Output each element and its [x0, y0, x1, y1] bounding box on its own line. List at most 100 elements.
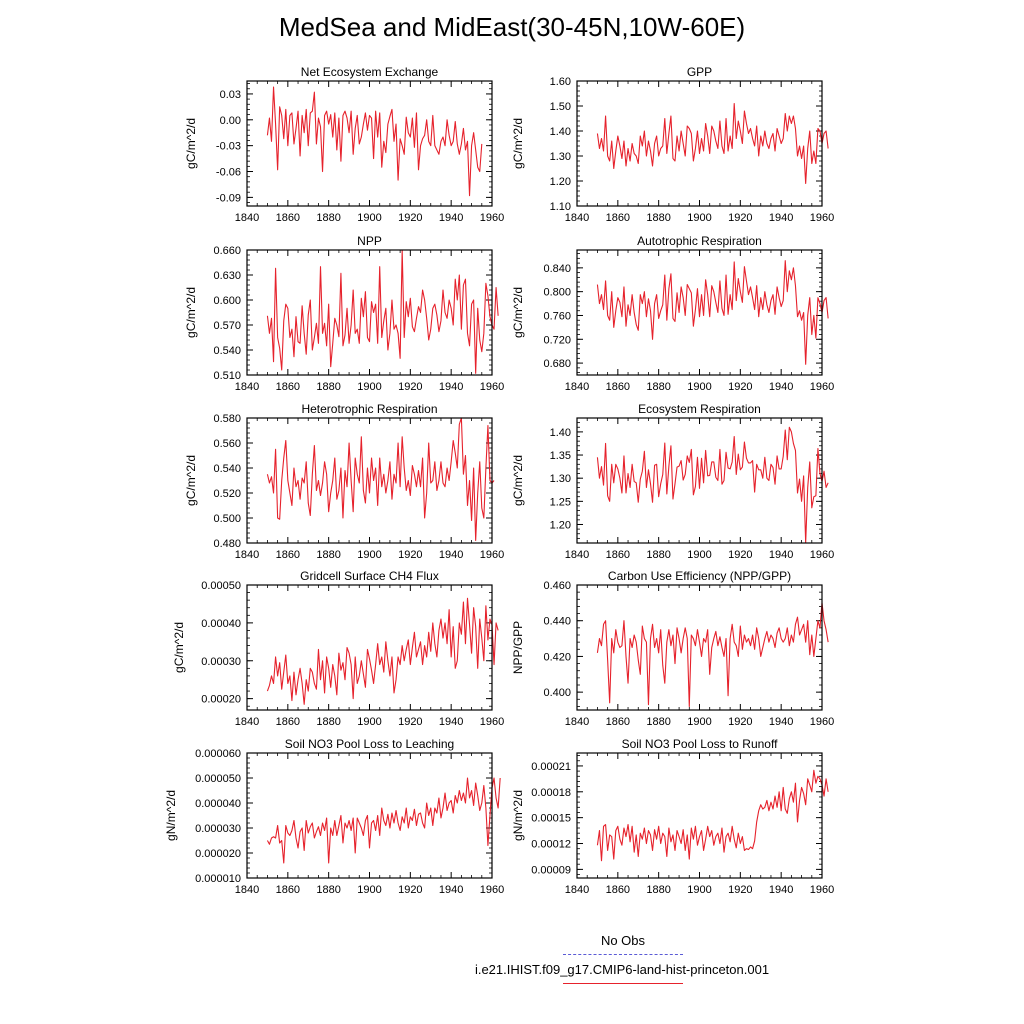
x-tick-label: 1880 — [316, 381, 340, 393]
x-tick-label: 1920 — [398, 884, 422, 896]
panel-title: Net Ecosystem Exchange — [301, 65, 439, 79]
y-tick-label: 0.00040 — [201, 618, 241, 630]
x-tick-label: 1940 — [769, 212, 793, 224]
x-tick-label: 1860 — [276, 884, 300, 896]
x-tick-label: 1860 — [276, 381, 300, 393]
x-tick-label: 1840 — [235, 212, 259, 224]
x-tick-label: 1940 — [439, 212, 463, 224]
y-tick-label: 0.570 — [213, 320, 241, 332]
chart-panel: Soil NO3 Pool Loss to Runoff gN/m^2/d 1840… — [511, 737, 834, 896]
y-axis-label: gN/m^2/d — [164, 790, 178, 841]
y-tick-label: 0.440 — [543, 616, 571, 628]
plot-frame — [576, 584, 823, 711]
x-tick-label: 1900 — [357, 212, 381, 224]
panel-title: GPP — [687, 65, 712, 79]
panel-title: Carbon Use Efficiency (NPP/GPP) — [608, 569, 791, 583]
y-tick-label: 1.20 — [550, 519, 571, 531]
x-tick-label: 1840 — [235, 716, 259, 728]
y-tick-label: 0.600 — [213, 295, 241, 307]
panel-title: Heterotrophic Respiration — [301, 402, 437, 416]
series-line — [596, 102, 829, 185]
x-tick-label: 1900 — [687, 381, 711, 393]
y-axis-label: gC/m^2/d — [184, 118, 198, 169]
y-tick-label: 0.000030 — [195, 823, 241, 835]
x-tick-label: 1860 — [606, 549, 630, 561]
y-tick-label: 0.630 — [213, 270, 241, 282]
x-tick-label: 1920 — [728, 212, 752, 224]
x-tick-label: 1900 — [357, 381, 381, 393]
y-tick-label: 0.540 — [213, 345, 241, 357]
plot-frame — [576, 80, 823, 207]
y-tick-label: 0.000020 — [195, 848, 241, 860]
x-tick-label: 1940 — [439, 716, 463, 728]
y-tick-label: 0.00020 — [201, 694, 241, 706]
y-tick-label: 1.20 — [550, 176, 571, 188]
y-tick-label: 1.60 — [550, 76, 571, 88]
panel-title: Gridcell Surface CH4 Flux — [300, 569, 439, 583]
legend-obs-label: No Obs — [600, 933, 646, 948]
y-tick-label: 1.30 — [550, 151, 571, 163]
x-tick-label: 1920 — [728, 381, 752, 393]
y-tick-label: 0.760 — [543, 310, 571, 322]
x-tick-label: 1900 — [357, 884, 381, 896]
x-tick-label: 1960 — [810, 884, 834, 896]
plot-frame — [576, 249, 823, 376]
x-tick-label: 1840 — [565, 716, 589, 728]
chart-panel: Net Ecosystem Exchange gC/m^2/d 1840 1860 18… — [184, 65, 504, 224]
x-tick-label: 1960 — [480, 381, 504, 393]
chart-panel: Gridcell Surface CH4 Flux gC/m^2/d 1840 186… — [172, 569, 504, 728]
panel-title: Soil NO3 Pool Loss to Runoff — [622, 737, 779, 751]
series-line — [596, 769, 829, 862]
y-tick-label: 0.680 — [543, 358, 571, 370]
y-tick-label: 1.10 — [550, 201, 571, 213]
x-tick-label: 1880 — [646, 884, 670, 896]
series-line — [266, 86, 483, 197]
x-tick-label: 1860 — [606, 381, 630, 393]
plot-frame — [246, 584, 493, 711]
legend: No Obs i.e21.IHIST.f09_g17.CMIP6-land-hi… — [0, 930, 1024, 1000]
y-tick-label: 1.25 — [550, 496, 571, 508]
x-tick-label: 1840 — [565, 381, 589, 393]
y-tick-label: 0.000060 — [195, 748, 241, 760]
y-tick-label: 0.00021 — [531, 761, 571, 773]
x-tick-label: 1840 — [565, 884, 589, 896]
y-tick-label: 0.00012 — [531, 839, 571, 851]
plot-frame — [576, 752, 823, 879]
series-line — [266, 249, 499, 374]
x-tick-label: 1920 — [728, 884, 752, 896]
x-tick-label: 1880 — [316, 549, 340, 561]
y-tick-label: 0.00009 — [531, 864, 571, 876]
x-tick-label: 1920 — [398, 212, 422, 224]
y-tick-label: 0.500 — [213, 513, 241, 525]
x-tick-label: 1880 — [316, 716, 340, 728]
x-tick-label: 1860 — [606, 716, 630, 728]
x-tick-label: 1900 — [357, 549, 381, 561]
series-line — [266, 777, 501, 864]
series-line — [266, 417, 495, 542]
y-tick-label: 0.510 — [213, 370, 241, 382]
y-tick-label: 0.000050 — [195, 773, 241, 785]
x-tick-label: 1880 — [646, 716, 670, 728]
series-line — [596, 426, 829, 544]
y-tick-label: 1.50 — [550, 101, 571, 113]
x-tick-label: 1900 — [687, 549, 711, 561]
y-tick-label: 0.460 — [543, 580, 571, 592]
x-tick-label: 1940 — [769, 716, 793, 728]
x-tick-label: 1860 — [276, 549, 300, 561]
panel-title: Ecosystem Respiration — [638, 402, 761, 416]
chart-panel: Autotrophic Respiration gC/m^2/d 1840 1860 1… — [511, 234, 834, 393]
x-tick-label: 1960 — [480, 549, 504, 561]
y-axis-label: gC/m^2/d — [511, 118, 525, 169]
y-tick-label: 1.30 — [550, 473, 571, 485]
y-tick-label: -0.09 — [216, 192, 241, 204]
panel-title: Soil NO3 Pool Loss to Leaching — [285, 737, 454, 751]
y-tick-label: -0.03 — [216, 141, 241, 153]
y-tick-label: 0.400 — [543, 687, 571, 699]
y-tick-label: 0.580 — [213, 413, 241, 425]
panel-title: Autotrophic Respiration — [637, 234, 762, 248]
y-tick-label: 0.00050 — [201, 580, 241, 592]
legend-model-label: i.e21.IHIST.f09_g17.CMIP6-land-hist-prin… — [474, 962, 770, 977]
y-tick-label: 0.660 — [213, 245, 241, 257]
x-tick-label: 1900 — [687, 716, 711, 728]
